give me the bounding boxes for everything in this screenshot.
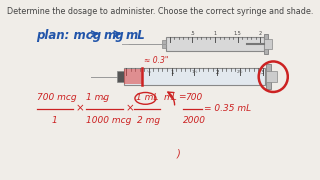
Text: mL: mL: [163, 93, 177, 102]
Text: 1000 mcg: 1000 mcg: [85, 116, 131, 125]
Text: Determine the dosage to administer. Choose the correct syringe and shade.: Determine the dosage to administer. Choo…: [7, 7, 313, 16]
Bar: [117, 71, 124, 82]
Text: 2000: 2000: [183, 116, 206, 125]
Bar: [264, 39, 272, 49]
Bar: [124, 69, 142, 84]
Text: ×: ×: [126, 104, 135, 114]
Text: 700: 700: [185, 93, 202, 102]
Text: 1: 1: [170, 70, 173, 75]
Text: 2: 2: [259, 31, 262, 36]
Bar: [166, 37, 264, 51]
Text: 2½: 2½: [236, 70, 243, 74]
Text: 1.5: 1.5: [234, 31, 242, 36]
Text: ×: ×: [76, 104, 84, 114]
Text: 2 mg: 2 mg: [137, 116, 160, 125]
Bar: [124, 68, 265, 85]
Text: 2: 2: [215, 70, 219, 75]
Text: 1: 1: [213, 31, 217, 36]
Text: 1 mL: 1 mL: [136, 93, 158, 102]
Bar: [266, 71, 277, 82]
Bar: [162, 40, 166, 48]
Bar: [266, 64, 271, 89]
Text: mg: mg: [103, 29, 124, 42]
Text: mL: mL: [126, 29, 146, 42]
Text: ): ): [177, 149, 180, 159]
Text: ½: ½: [147, 70, 151, 74]
Text: 1½: 1½: [191, 70, 198, 74]
Text: = 0.35 mL: = 0.35 mL: [204, 104, 252, 113]
Bar: [264, 34, 268, 54]
Text: 700 mcg: 700 mcg: [37, 93, 77, 102]
Text: plan: mcg: plan: mcg: [36, 29, 101, 42]
Text: ,: ,: [102, 92, 105, 101]
Text: 3: 3: [261, 70, 264, 75]
Text: .5: .5: [190, 31, 195, 36]
Text: 1: 1: [52, 116, 57, 125]
Text: =: =: [178, 92, 185, 101]
Text: 1 mg: 1 mg: [85, 93, 109, 102]
Text: ≈ 0.3": ≈ 0.3": [144, 56, 168, 65]
